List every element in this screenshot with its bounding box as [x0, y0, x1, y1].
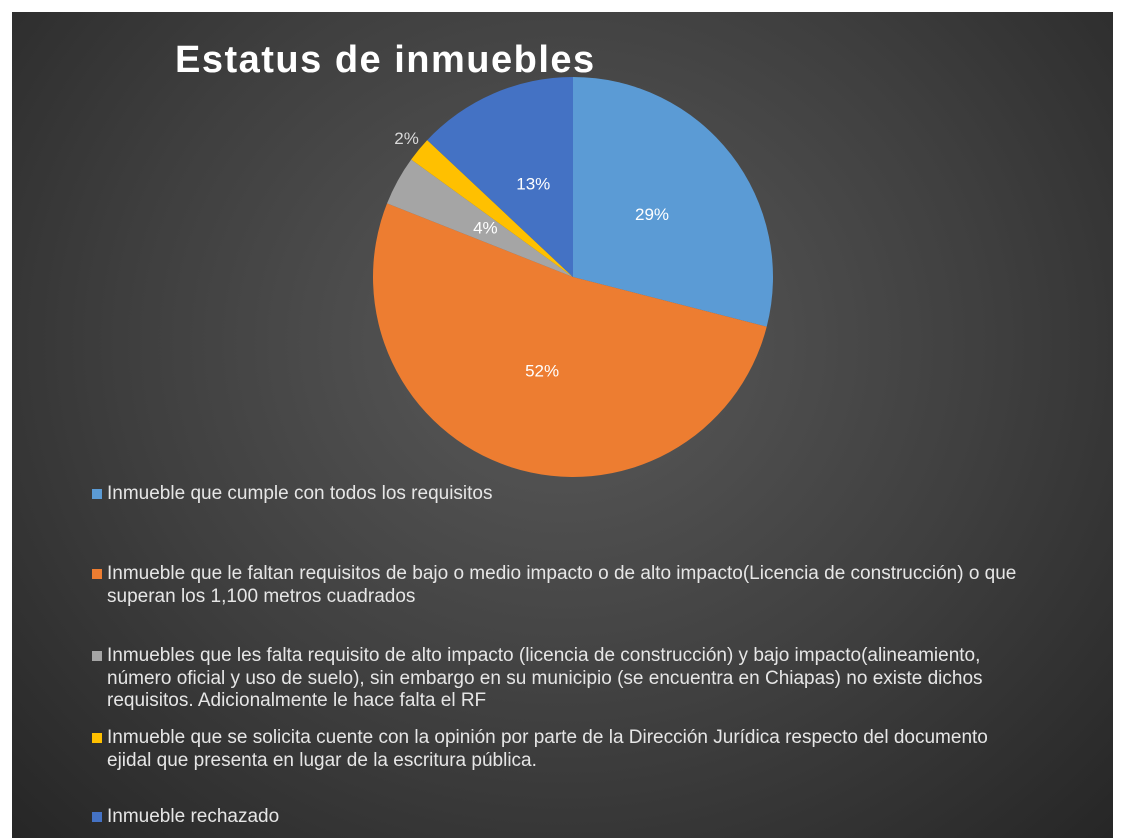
legend-label: Inmueble que cumple con todos los requis… — [107, 483, 493, 504]
legend-marker — [92, 733, 102, 743]
legend-item: Inmueble que cumple con todos los requis… — [92, 483, 1042, 506]
data-label: 4% — [473, 218, 498, 237]
legend-label: Inmueble que le faltan requisitos de baj… — [107, 563, 1017, 607]
legend-item: Inmueble que se solicita cuente con la o… — [92, 727, 1042, 772]
pie-slice — [427, 77, 573, 277]
pie-slice — [387, 159, 573, 277]
data-label: 13% — [516, 175, 550, 194]
pie-slice — [411, 140, 573, 277]
data-label: 2% — [394, 129, 419, 148]
legend-label: Inmueble rechazado — [107, 806, 280, 827]
data-label: 52% — [525, 362, 559, 381]
legend-marker — [92, 489, 102, 499]
legend-marker — [92, 651, 102, 661]
chart-title: Estatus de inmuebles — [175, 39, 596, 81]
data-label: 29% — [635, 205, 669, 224]
legend-label: Inmuebles que les falta requisito de alt… — [107, 645, 983, 711]
pie-slice — [372, 203, 767, 478]
legend-label: Inmueble que se solicita cuente con la o… — [107, 727, 988, 771]
legend-marker — [92, 569, 102, 579]
chart: Estatus de inmuebles 29% 52% 4% 2% 13% Inmue… — [12, 12, 1113, 838]
legend-item: Inmueble rechazado — [92, 806, 1042, 829]
chart-svg: Estatus de inmuebles 29% 52% 4% 2% 13% — [175, 39, 773, 478]
legend-item: Inmuebles que les falta requisito de alt… — [92, 645, 1042, 713]
pie-slice — [573, 77, 773, 327]
legend-item: Inmueble que le faltan requisitos de baj… — [92, 563, 1042, 608]
legend-marker — [92, 812, 102, 822]
